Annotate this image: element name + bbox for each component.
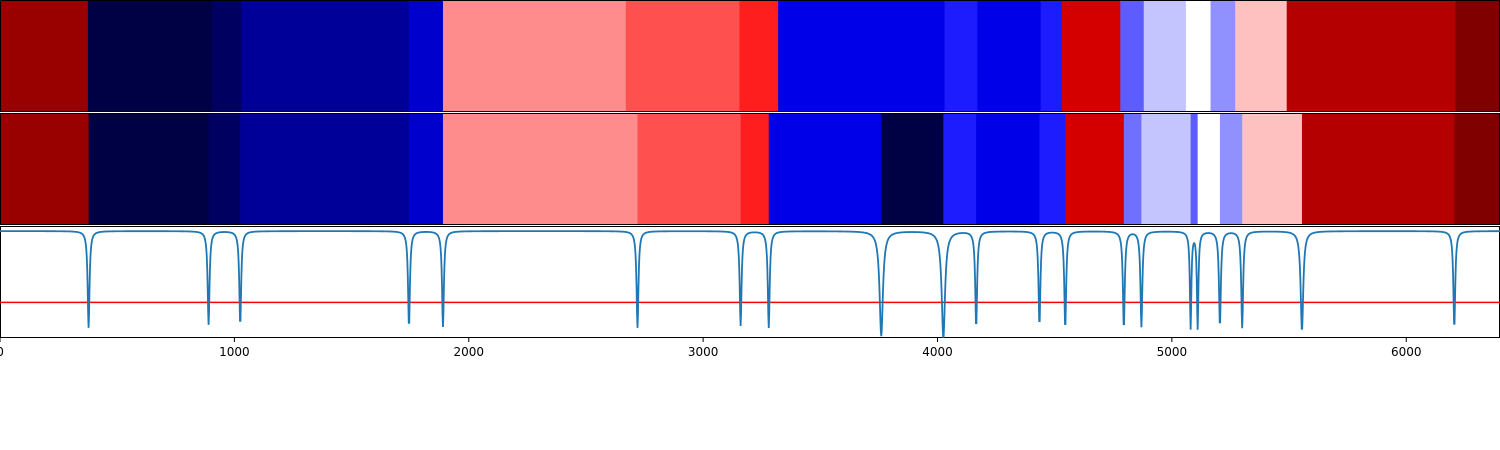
heatmap-cell (1219, 113, 1243, 225)
heatmap-cell (1242, 113, 1303, 225)
heatmap-cell (944, 0, 978, 112)
heatmap-cell (1061, 0, 1121, 112)
heatmap-cell (1286, 0, 1456, 112)
heatmap-cell (0, 113, 90, 225)
heatmap-cell (739, 0, 779, 112)
x-tick-label: 4000 (922, 345, 953, 359)
heatmap-cell (976, 113, 1040, 225)
heatmap-cell (740, 113, 770, 225)
heatmap-cell (1123, 113, 1142, 225)
x-axis: 0 1000 2000 3000 4000 5000 6000 (0, 338, 1422, 359)
heatmap-cell (408, 0, 444, 112)
heatmap-cell (212, 0, 242, 112)
heatmap-cell (1120, 0, 1145, 112)
heatmap-cell (408, 113, 444, 225)
x-tick-label: 2000 (453, 345, 484, 359)
heatmap-cell (1141, 113, 1192, 225)
heatmap-cell (87, 0, 213, 112)
heatmap-cell (881, 113, 944, 225)
x-tick-label: 5000 (1157, 345, 1188, 359)
heatmap-cell (240, 113, 410, 225)
heatmap-cell (241, 0, 410, 112)
heatmap-cell (442, 0, 627, 112)
heatmap-cell (1190, 113, 1199, 225)
heatmap-cell (442, 113, 638, 225)
heatmap-cell (1065, 113, 1125, 225)
heatmap-cell (1455, 0, 1500, 112)
heatmap-cell (1143, 0, 1187, 112)
heatmap-cell (1040, 0, 1063, 112)
x-tick-label: 0 (0, 345, 4, 359)
heatmap-cell (1235, 0, 1288, 112)
heatmap-cell (1301, 113, 1455, 225)
x-tick-label: 6000 (1391, 345, 1422, 359)
heatmap-cell (88, 113, 210, 225)
heatmap-row-top (0, 0, 1500, 112)
x-tick-label: 1000 (219, 345, 250, 359)
heatmap-cell (625, 0, 740, 112)
heatmap-cell (637, 113, 742, 225)
heatmap-cell (768, 113, 882, 225)
heatmap-cell (1454, 113, 1500, 225)
heatmap-cell (977, 0, 1042, 112)
heatmap-cell (1210, 0, 1236, 112)
heatmap-cell (943, 113, 977, 225)
x-tick-label: 3000 (688, 345, 719, 359)
heatmap-cell (1039, 113, 1066, 225)
heatmap-cell (778, 0, 946, 112)
signal-line (0, 230, 1500, 338)
heatmap-cell (1185, 0, 1212, 112)
heatmap-cell (1197, 113, 1221, 225)
heatmap-cell (0, 0, 89, 112)
heatmap-row-bottom (0, 113, 1500, 225)
heatmap-cell (208, 113, 241, 225)
